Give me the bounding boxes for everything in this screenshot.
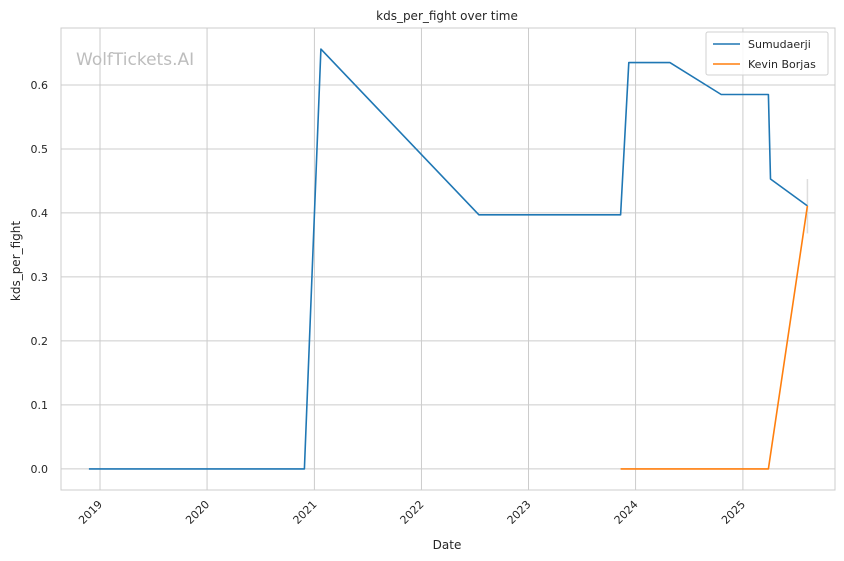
chart-title: kds_per_fight over time <box>376 9 518 23</box>
y-tick-label: 0.3 <box>31 271 49 284</box>
plot-area <box>60 27 836 491</box>
watermark: WolfTickets.AI <box>76 50 194 70</box>
series-line-sumudaerji <box>88 48 808 470</box>
y-tick-label: 0.0 <box>31 463 49 476</box>
series-layer <box>88 48 809 470</box>
legend: Sumudaerji Kevin Borjas <box>705 31 829 76</box>
tick-labels: 0.0 0.1 0.2 0.3 0.4 0.5 0.6 2019 2020 2021 2022 202… <box>31 79 749 527</box>
x-tick-label: 2023 <box>505 498 534 527</box>
legend-label-sumudaerji: Sumudaerji <box>748 38 811 51</box>
x-tick-label: 2021 <box>291 498 320 527</box>
x-tick-label: 2024 <box>612 498 641 527</box>
y-tick-label: 0.2 <box>31 335 49 348</box>
y-tick-label: 0.4 <box>31 207 49 220</box>
y-axis-title: kds_per_fight <box>9 221 23 302</box>
x-axis-title: Date <box>433 538 462 552</box>
y-tick-label: 0.5 <box>31 143 49 156</box>
y-tick-label: 0.6 <box>31 79 49 92</box>
legend-label-kevin-borjas: Kevin Borjas <box>748 58 816 71</box>
x-tick-label: 2020 <box>183 498 212 527</box>
x-tick-label: 2019 <box>76 498 105 527</box>
x-tick-label: 2025 <box>719 498 748 527</box>
grid-lines <box>61 28 835 490</box>
x-tick-label: 2022 <box>398 498 427 527</box>
y-tick-label: 0.1 <box>31 399 49 412</box>
series-line-kevin-borjas <box>620 205 809 470</box>
